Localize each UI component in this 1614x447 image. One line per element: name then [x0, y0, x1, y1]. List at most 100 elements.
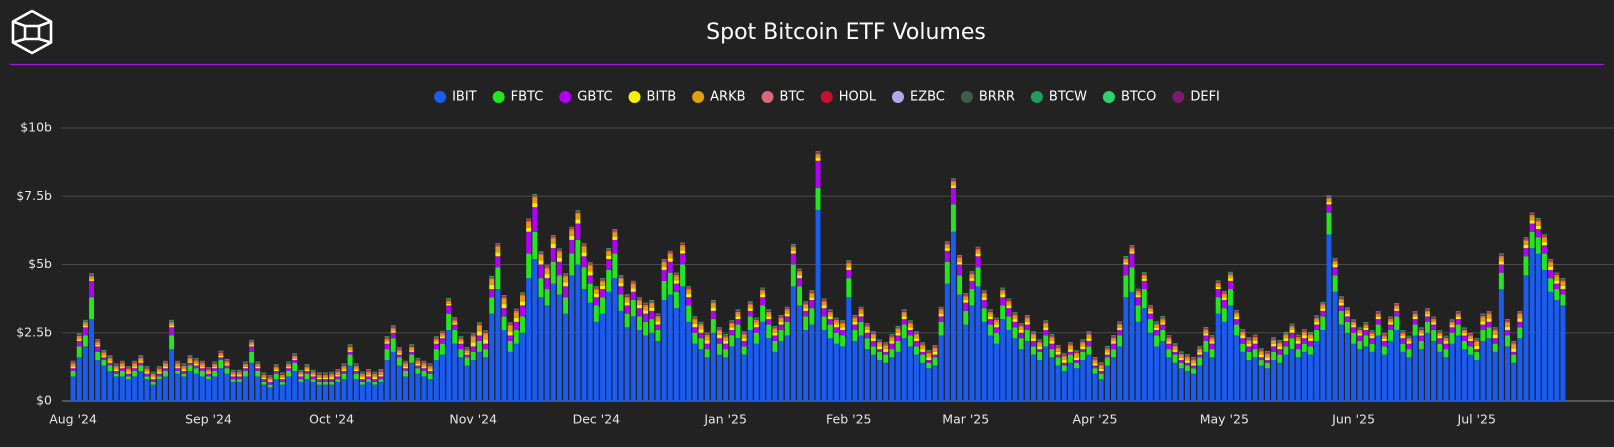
bar-segment — [1455, 335, 1461, 401]
bar-segment — [144, 372, 150, 374]
bar-segment — [1098, 379, 1104, 401]
bar-segment — [864, 326, 870, 331]
bar-segment — [680, 250, 686, 254]
legend-item[interactable]: ARKB — [692, 90, 746, 105]
bar-segment — [1178, 357, 1184, 361]
bar-segment — [1012, 314, 1018, 316]
bar-segment — [1172, 351, 1178, 355]
bar-segment — [753, 332, 759, 344]
bar-segment — [267, 376, 273, 378]
bar-segment — [717, 354, 722, 401]
bar-segment — [655, 317, 661, 322]
bar-segment — [1215, 282, 1221, 285]
bar-segment — [1480, 324, 1486, 331]
bar-segment — [784, 316, 790, 322]
bar-segment — [286, 363, 292, 366]
legend-item[interactable]: FBTC — [492, 90, 544, 105]
bar-segment — [1178, 360, 1184, 363]
bar-segment — [304, 367, 310, 370]
bar-segment — [550, 236, 556, 238]
bar-segment — [994, 324, 999, 328]
bar-segment — [950, 182, 956, 186]
bar-segment — [1215, 284, 1221, 287]
bar-segment — [452, 319, 458, 321]
legend-item[interactable]: BITB — [628, 90, 677, 105]
bar-segment — [723, 335, 729, 337]
legend-item[interactable]: HODL — [820, 90, 877, 105]
bar-segment — [433, 360, 439, 401]
bar-segment — [667, 258, 673, 262]
legend-item[interactable]: GBTC — [559, 90, 613, 105]
bar-segment — [249, 362, 255, 401]
bar-segment — [286, 370, 292, 377]
bar-segment — [1043, 346, 1049, 401]
bar-segment — [476, 331, 482, 336]
bar-segment — [815, 209, 821, 401]
bar-segment — [981, 321, 987, 401]
bar-segment — [981, 297, 987, 300]
bar-segment — [1129, 247, 1135, 249]
legend-item[interactable]: BTCW — [1030, 90, 1087, 105]
bar-segment — [310, 372, 316, 374]
bar-segment — [686, 305, 692, 322]
legend-item[interactable]: BRRR — [960, 90, 1015, 105]
x-tick-label: Oct '24 — [309, 412, 354, 427]
bar-segment — [1363, 330, 1369, 336]
bar-segment — [1541, 245, 1547, 254]
bar-segment — [587, 271, 593, 276]
bar-segment — [1221, 299, 1227, 309]
bar-segment — [1375, 319, 1381, 325]
bar-segment — [870, 332, 876, 334]
bar-segment — [1252, 338, 1258, 341]
bar-segment — [1418, 327, 1424, 329]
bar-segment — [1375, 324, 1381, 336]
bar-segment — [1012, 319, 1018, 322]
bar-segment — [341, 379, 347, 401]
bar-segment — [1252, 340, 1258, 344]
bar-segment — [70, 363, 76, 365]
bar-segment — [193, 368, 199, 374]
legend-item[interactable]: BTCO — [1102, 90, 1156, 105]
legend-item[interactable]: DEFI — [1172, 90, 1220, 105]
bar-segment — [532, 195, 538, 197]
bar-segment — [624, 305, 630, 314]
logo — [11, 9, 53, 55]
bar-segment — [1541, 242, 1547, 246]
bar-segment — [957, 275, 963, 295]
bar-segment — [212, 376, 218, 401]
bar-segment — [600, 280, 605, 282]
legend-item[interactable]: IBIT — [434, 90, 477, 105]
bar-segment — [1178, 351, 1184, 353]
bar-segment — [415, 363, 421, 366]
bar-segment — [1178, 368, 1184, 401]
bar-segment — [858, 310, 864, 314]
bar-segment — [1431, 318, 1437, 319]
bar-segment — [224, 364, 230, 366]
bar-segment — [1246, 346, 1252, 352]
bar-segment — [778, 316, 784, 318]
bar-segment — [766, 319, 772, 325]
bar-segment — [1264, 351, 1270, 352]
bar-segment — [470, 360, 476, 401]
bar-segment — [1111, 341, 1116, 344]
bar-segment — [70, 364, 76, 367]
bar-segment — [1172, 346, 1178, 350]
bar-segment — [1363, 327, 1369, 331]
bar-segment — [1461, 329, 1467, 332]
bar-segment — [1043, 327, 1049, 331]
bar-segment — [273, 373, 279, 380]
bar-segment — [1086, 333, 1092, 335]
bar-segment — [126, 368, 131, 370]
bar-segment — [624, 294, 630, 296]
bar-segment — [797, 272, 802, 276]
bar-segment — [593, 293, 599, 298]
legend-item[interactable]: BTC — [761, 90, 805, 105]
legend-item[interactable]: EZBC — [891, 90, 945, 105]
bar-segment — [1049, 343, 1055, 350]
bar-segment — [1166, 337, 1172, 339]
bar-segment — [606, 259, 612, 270]
bar-segment — [1338, 299, 1344, 303]
bar-segment — [1289, 330, 1295, 333]
bar-segment — [421, 368, 427, 371]
